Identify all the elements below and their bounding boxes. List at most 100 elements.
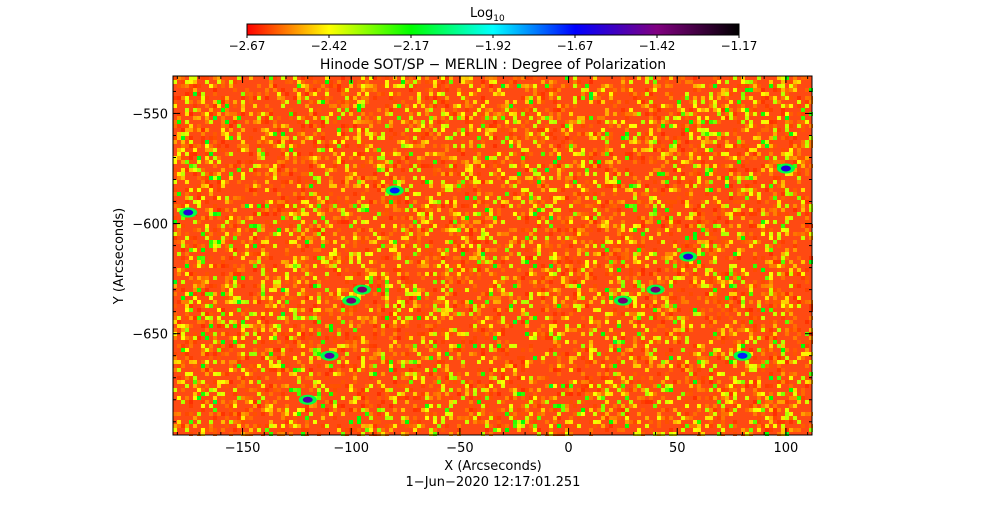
heatmap-cell bbox=[273, 304, 277, 308]
heatmap-cell bbox=[721, 152, 725, 156]
heatmap-cell bbox=[225, 164, 229, 168]
heatmap-cell bbox=[557, 332, 561, 336]
heatmap-cell bbox=[705, 120, 709, 124]
heatmap-cell bbox=[525, 300, 529, 304]
heatmap-cell bbox=[393, 320, 397, 324]
heatmap-cell bbox=[257, 92, 261, 96]
heatmap-cell bbox=[241, 320, 245, 324]
heatmap-cell bbox=[725, 108, 729, 112]
heatmap-cell bbox=[269, 80, 273, 84]
heatmap-cell bbox=[361, 176, 365, 180]
heatmap-cell bbox=[341, 208, 345, 212]
heatmap-cell bbox=[197, 160, 201, 164]
heatmap-cell bbox=[213, 244, 217, 248]
heatmap-cell bbox=[265, 88, 269, 92]
heatmap-cell bbox=[737, 328, 741, 332]
heatmap-cell bbox=[385, 160, 389, 164]
heatmap-cell bbox=[313, 92, 317, 96]
heatmap-cell bbox=[205, 328, 209, 332]
heatmap-cell bbox=[545, 172, 549, 176]
heatmap-cell bbox=[665, 300, 669, 304]
heatmap-cell bbox=[221, 100, 225, 104]
heatmap-cell bbox=[729, 164, 733, 168]
heatmap-cell bbox=[309, 332, 313, 336]
heatmap-cell bbox=[685, 240, 689, 244]
heatmap-cell bbox=[369, 276, 373, 280]
heatmap-cell bbox=[553, 100, 557, 104]
heatmap-cell bbox=[233, 284, 237, 288]
heatmap-cell bbox=[725, 296, 729, 300]
heatmap-cell bbox=[321, 200, 325, 204]
heatmap-cell bbox=[273, 172, 277, 176]
heatmap-cell bbox=[273, 188, 277, 192]
heatmap-cell bbox=[549, 268, 553, 272]
heatmap-cell bbox=[181, 160, 185, 164]
heatmap-cell bbox=[805, 276, 809, 280]
heatmap-cell bbox=[425, 164, 429, 168]
heatmap-cell bbox=[285, 180, 289, 184]
heatmap-cell bbox=[429, 164, 433, 168]
heatmap-cell bbox=[341, 244, 345, 248]
heatmap-cell bbox=[605, 148, 609, 152]
heatmap-cell bbox=[465, 216, 469, 220]
heatmap-cell bbox=[773, 240, 777, 244]
heatmap-cell bbox=[693, 312, 697, 316]
heatmap-cell bbox=[237, 272, 241, 276]
heatmap-cell bbox=[197, 244, 201, 248]
heatmap-cell bbox=[341, 292, 345, 296]
heatmap-cell bbox=[181, 176, 185, 180]
heatmap-cell bbox=[473, 196, 477, 200]
heatmap-cell bbox=[397, 208, 401, 212]
heatmap-cell bbox=[481, 220, 485, 224]
heatmap-cell bbox=[725, 112, 729, 116]
heatmap-cell bbox=[429, 312, 433, 316]
heatmap-cell bbox=[209, 172, 213, 176]
heatmap-cell bbox=[613, 188, 617, 192]
heatmap-cell bbox=[545, 332, 549, 336]
heatmap-cell bbox=[805, 344, 809, 348]
heatmap-cell bbox=[781, 296, 785, 300]
heatmap-cell bbox=[237, 148, 241, 152]
heatmap-cell bbox=[253, 192, 257, 196]
heatmap-cell bbox=[405, 236, 409, 240]
heatmap-cell bbox=[713, 200, 717, 204]
heatmap-cell bbox=[449, 292, 453, 296]
heatmap-cell bbox=[793, 208, 797, 212]
heatmap-cell bbox=[785, 216, 789, 220]
heatmap-cell bbox=[397, 308, 401, 312]
heatmap-cell bbox=[637, 152, 641, 156]
heatmap-cell bbox=[541, 200, 545, 204]
heatmap-cell bbox=[625, 124, 629, 128]
heatmap-cell bbox=[637, 132, 641, 136]
heatmap-cell bbox=[509, 204, 513, 208]
heatmap-cell bbox=[725, 244, 729, 248]
heatmap-cell bbox=[357, 92, 361, 96]
heatmap-cell bbox=[417, 132, 421, 136]
heatmap-cell bbox=[329, 332, 333, 336]
heatmap-cell bbox=[289, 108, 293, 112]
heatmap-cell bbox=[781, 160, 785, 164]
heatmap-cell bbox=[333, 240, 337, 244]
heatmap-cell bbox=[649, 124, 653, 128]
heatmap-cell bbox=[713, 288, 717, 292]
heatmap-cell bbox=[405, 336, 409, 340]
heatmap-cell bbox=[529, 100, 533, 104]
heatmap-cell bbox=[785, 88, 789, 92]
heatmap-cell bbox=[569, 260, 573, 264]
heatmap-cell bbox=[325, 324, 329, 328]
heatmap-cell bbox=[441, 256, 445, 260]
heatmap-cell bbox=[585, 264, 589, 268]
heatmap-cell bbox=[373, 240, 377, 244]
heatmap-cell bbox=[329, 144, 333, 148]
heatmap-cell bbox=[441, 172, 445, 176]
heatmap-cell bbox=[241, 324, 245, 328]
heatmap-cell bbox=[409, 164, 413, 168]
heatmap-cell bbox=[361, 348, 365, 352]
heatmap-cell bbox=[525, 128, 529, 132]
heatmap-cell bbox=[345, 268, 349, 272]
heatmap-cell bbox=[529, 176, 533, 180]
heatmap-cell bbox=[653, 108, 657, 112]
heatmap-cell bbox=[221, 228, 225, 232]
heatmap-cell bbox=[697, 116, 701, 120]
heatmap-cell bbox=[481, 352, 485, 356]
